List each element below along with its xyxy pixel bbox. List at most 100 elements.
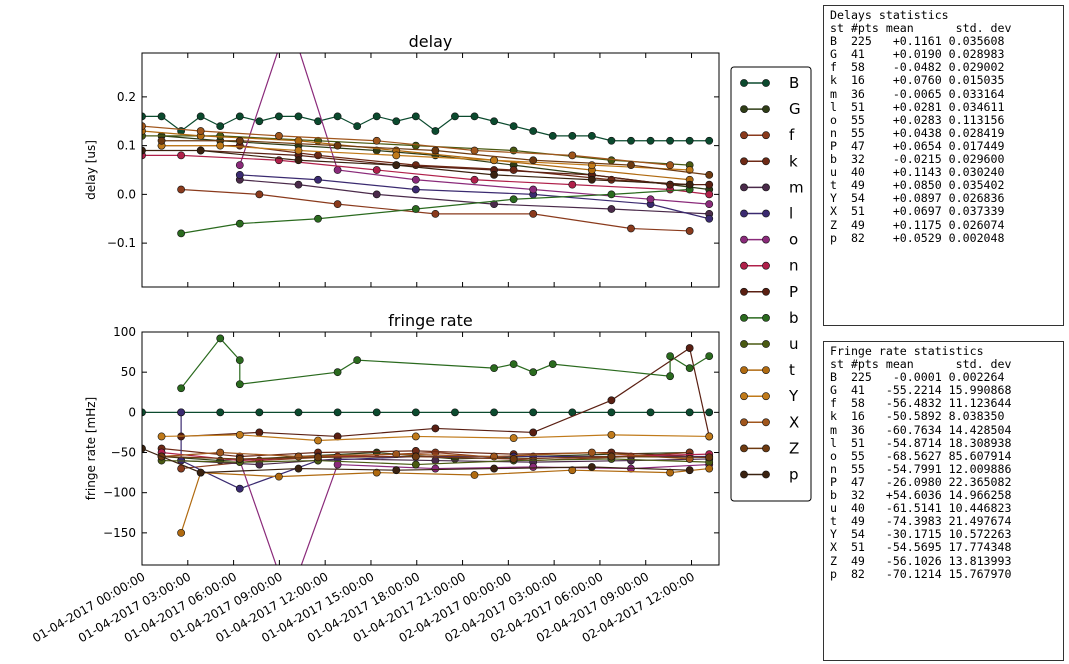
rate-stats-row: P 47 -26.0980 22.365082 [830, 474, 1012, 489]
data-point-Y [509, 434, 518, 442]
data-point-Y [157, 432, 166, 441]
legend-marker [740, 209, 748, 218]
data-point-m [490, 200, 498, 209]
y-axis-label: delay [us] [84, 140, 98, 200]
y-tick-label: 100 [113, 325, 136, 339]
data-point-Z [607, 452, 616, 461]
data-point-b [177, 229, 186, 238]
data-point-b [548, 360, 557, 369]
data-point-b [411, 205, 420, 213]
data-point-p [392, 161, 401, 170]
delay-statistics-panel: Delays statistics st #pts mean std. dev … [823, 5, 1064, 326]
data-point-B [529, 408, 538, 417]
data-point-B [411, 112, 420, 121]
data-point-X [216, 448, 225, 457]
data-point-X [587, 448, 596, 457]
legend-label-G: G [789, 100, 801, 118]
data-point-t [177, 528, 186, 537]
legend-label-l: l [789, 205, 793, 223]
data-point-Z [529, 156, 538, 165]
data-point-t [470, 471, 479, 479]
rate-stats-row: p 82 -70.1214 15.767970 [830, 566, 1012, 581]
rate-stats-row: o 55 -68.5627 85.607914 [830, 448, 1012, 463]
data-point-o [333, 166, 342, 174]
data-point-Y [235, 430, 244, 439]
data-point-B [705, 136, 714, 145]
y-tick-label: 0 [128, 405, 136, 419]
data-point-B [685, 136, 694, 145]
legend-marker [740, 105, 748, 113]
delay-stats-row: f 58 -0.0482 0.029002 [830, 60, 1005, 75]
legend-label-Y: Y [788, 387, 799, 405]
delay-stats-row: l 51 +0.0281 0.034611 [830, 99, 1005, 114]
delay-stats-row: o 55 +0.0283 0.113156 [830, 112, 1005, 127]
legend-label-o: o [789, 231, 798, 249]
rate-stats-row: X 51 -54.5695 17.774348 [830, 540, 1012, 555]
delay-stats-row: B 225 +0.1161 0.035608 [830, 34, 1005, 49]
data-point-Y [490, 156, 498, 165]
data-point-Y [314, 436, 322, 445]
rate-stats-row: Y 54 -30.1715 10.572263 [830, 527, 1012, 542]
data-point-Z [314, 453, 322, 462]
data-point-l [705, 214, 714, 223]
y-tick-label: −150 [103, 526, 136, 540]
data-point-X [568, 151, 577, 160]
legend-marker [740, 418, 748, 427]
series-line-l [239, 174, 710, 220]
delay-stats-row: X 51 +0.0697 0.037339 [830, 204, 1005, 219]
legend-label-k: k [789, 152, 798, 170]
legend-marker [740, 392, 748, 401]
data-point-Z [431, 146, 440, 155]
legend-label-n: n [789, 257, 799, 275]
data-point-B [666, 136, 675, 145]
data-point-X [470, 146, 479, 155]
delay-stats-header: st #pts mean std. dev [830, 21, 1012, 36]
data-point-p [294, 464, 303, 473]
data-point-b [353, 356, 362, 365]
rate-stats-row: b 32 +54.6036 14.966258 [830, 488, 1012, 503]
data-point-B [451, 112, 459, 121]
data-point-b [509, 360, 518, 369]
data-point-l [314, 175, 322, 184]
data-point-B [142, 408, 146, 417]
legend-marker [762, 340, 770, 348]
data-point-X [196, 127, 205, 135]
data-point-B [470, 112, 479, 121]
data-point-o [529, 185, 538, 194]
plot-title: fringe rate [388, 311, 472, 330]
data-point-b [235, 356, 244, 365]
y-tick-label: −0.1 [107, 236, 136, 250]
data-point-b [333, 368, 342, 377]
data-point-B [587, 131, 596, 140]
legend-marker [762, 444, 770, 453]
data-point-B [568, 131, 577, 140]
data-point-B [196, 112, 205, 121]
rate-stats-row: n 55 -54.7991 12.009886 [830, 461, 1012, 476]
data-point-B [431, 127, 440, 135]
delay-stats-row: m 36 -0.0065 0.033164 [830, 86, 1005, 101]
legend-marker [762, 392, 770, 401]
data-point-b [666, 372, 675, 381]
series-line-Y [161, 434, 710, 442]
data-point-Y [216, 141, 225, 150]
data-point-p [392, 466, 401, 475]
data-point-m [255, 460, 264, 469]
data-point-l [177, 408, 186, 417]
data-point-X [685, 455, 694, 463]
data-point-b [235, 219, 244, 228]
data-point-Z [627, 161, 635, 170]
data-point-P [666, 180, 675, 189]
legend-marker [740, 183, 748, 192]
data-point-X [666, 161, 675, 170]
y-tick-label: 0.0 [117, 187, 136, 201]
rate-stats-row: Z 49 -56.1026 13.813993 [830, 553, 1012, 568]
rate-stats-row: B 225 -0.0001 0.002264 [830, 370, 1005, 385]
data-point-b [666, 352, 675, 361]
data-point-B [705, 408, 714, 417]
data-point-B [216, 122, 225, 131]
data-point-p [142, 146, 146, 155]
y-tick-label: −100 [103, 486, 136, 500]
rate-stats-row: G 41 -55.2214 15.990868 [830, 383, 1012, 398]
data-point-X [142, 122, 146, 131]
